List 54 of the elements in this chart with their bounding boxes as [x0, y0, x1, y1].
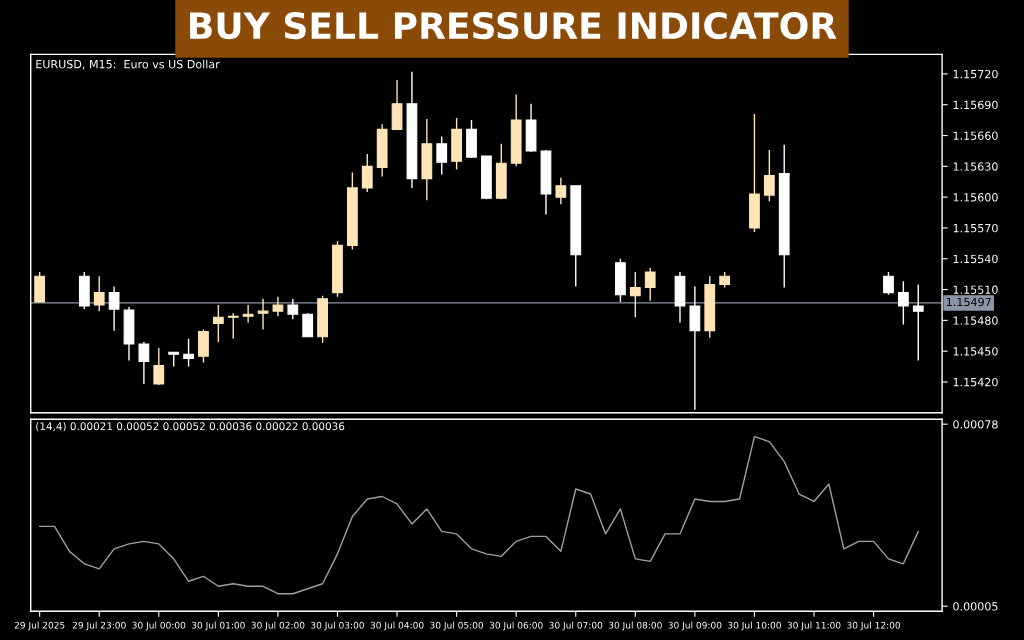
candlestick: [763, 149, 775, 202]
ref-line-label: 1.15497: [946, 297, 991, 307]
candlestick: [108, 285, 120, 332]
candlestick: [555, 176, 567, 206]
x-tick-label: 30 Jul 11:00: [787, 621, 841, 631]
x-tick-label: 30 Jul 12:00: [847, 621, 901, 631]
y-tick-label: 1.15480: [953, 316, 998, 325]
x-tick-label: 30 Jul 09:00: [668, 621, 722, 631]
x-tick-label: 30 Jul 10:00: [728, 621, 781, 631]
candlestick: [153, 347, 165, 386]
candlestick: [212, 304, 224, 343]
y-tick-label: 1.15630: [953, 162, 998, 171]
candlestick: [257, 298, 269, 331]
candlestick: [287, 298, 299, 321]
chart-subtitle: EURUSD, M15: Euro vs US Dollar: [36, 59, 220, 70]
x-tick-label: 30 Jul 01:00: [191, 621, 245, 631]
candlestick: [883, 271, 894, 296]
candlestick: [644, 267, 656, 302]
x-tick-label: 30 Jul 03:00: [311, 621, 364, 631]
y-tick-label: 1.15660: [953, 131, 998, 140]
candlestick: [93, 275, 105, 312]
x-tick-label: 29 Jul 23:00: [72, 621, 126, 631]
candlestick: [302, 312, 314, 338]
candlestick: [272, 296, 284, 317]
x-tick-label: 30 Jul 05:00: [430, 621, 484, 631]
candlestick: [629, 271, 641, 318]
line-series: [38, 435, 919, 595]
y-tick-label: 1.15690: [953, 100, 998, 110]
x-tick-label: 29 Jul 2025: [14, 621, 65, 631]
candlestick: [436, 135, 448, 176]
candlestick: [912, 283, 924, 362]
candlestick: [242, 304, 254, 324]
x-tick-label: 30 Jul 00:00: [132, 621, 186, 631]
y-tick-label: 0.00005: [953, 602, 998, 611]
chart-title: (14,4) 0.00021 0.00052 0.00052 0.00036 0.00022 0.00036: [36, 422, 345, 432]
y-tick-label: 1.15600: [953, 193, 998, 202]
x-tick-label: 30 Jul 06:00: [489, 621, 543, 631]
candlestick: [138, 341, 150, 385]
candlestick: [361, 153, 373, 193]
y-tick-label: 1.15720: [953, 69, 998, 79]
candlestick: [897, 280, 909, 326]
x-tick-label: 30 Jul 08:00: [608, 621, 662, 631]
y-tick-label: 1.15510: [953, 285, 998, 294]
x-tick-label: 30 Jul 02:00: [251, 621, 305, 631]
y-tick-label: 1.15570: [953, 223, 998, 233]
candlestick: [227, 312, 239, 340]
y-tick-label: 1.15450: [953, 347, 998, 356]
y-tick-label: 0.00078: [953, 420, 998, 429]
x-tick-label: 30 Jul 07:00: [549, 621, 603, 631]
x-tick-label: 30 Jul 04:00: [370, 621, 424, 631]
candlestick: [183, 338, 194, 368]
y-tick-label: 1.15540: [953, 254, 998, 264]
chart-title: BUY SELL PRESSURE INDICATOR: [190, 11, 837, 40]
y-tick-label: 1.15420: [953, 377, 998, 387]
